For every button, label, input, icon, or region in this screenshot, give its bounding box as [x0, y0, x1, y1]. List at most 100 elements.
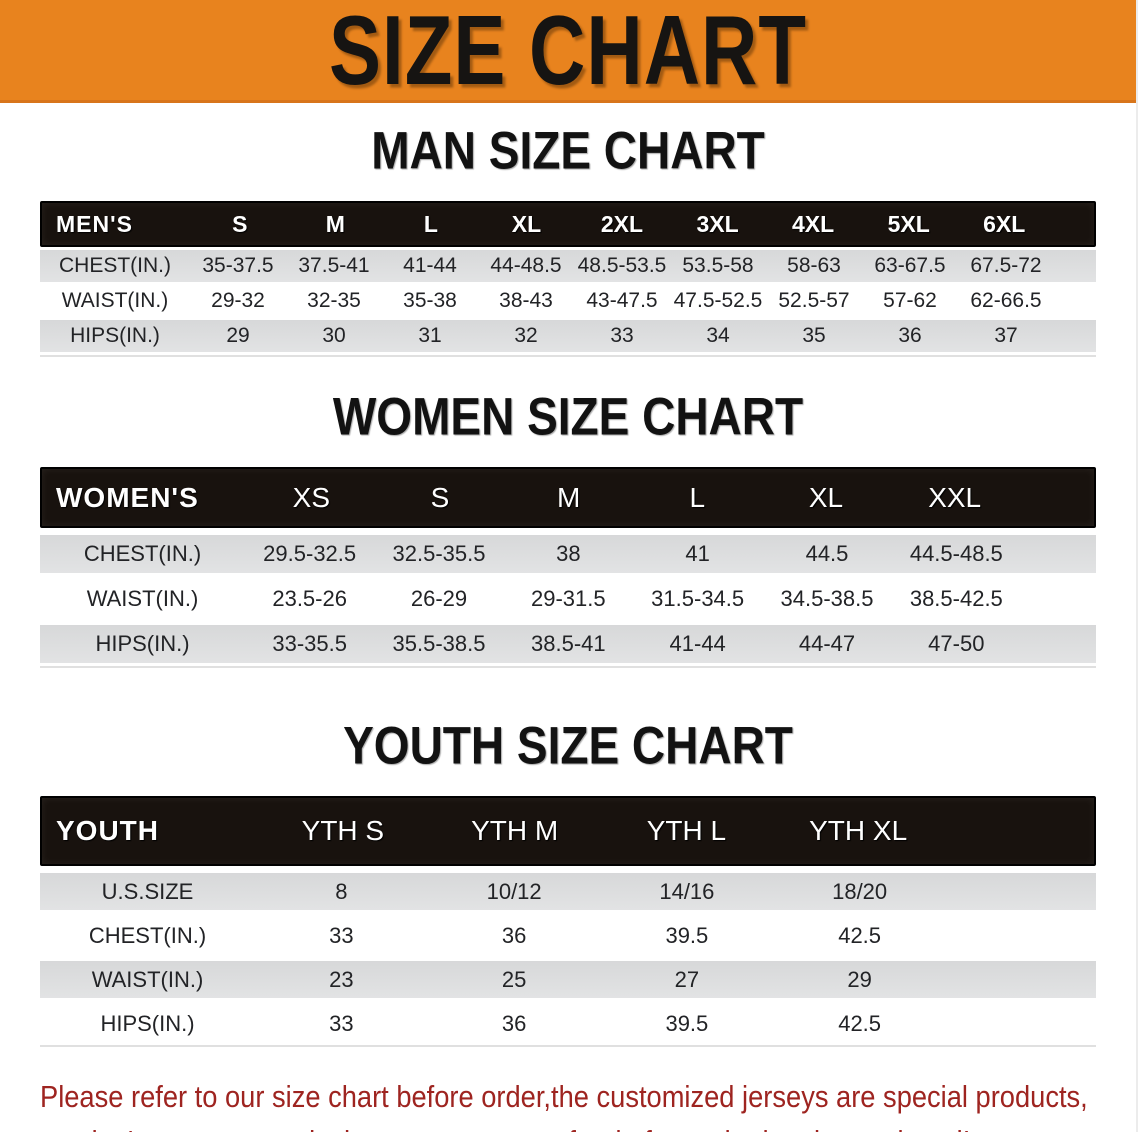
size-value-cell: 62-66.5 [970, 289, 1042, 312]
size-value-cell: 38.5-42.5 [909, 586, 1003, 611]
size-value-cell: 42.5 [838, 1010, 882, 1036]
row-spacer-cell [946, 979, 1096, 980]
header-spacer-cell [1019, 497, 1094, 498]
header-spacer-cell [944, 831, 1094, 832]
size-value-cell: 41 [685, 541, 710, 566]
size-value-cell: 47-50 [928, 631, 985, 656]
size-column-header: 2XL [600, 210, 644, 237]
table-row: HIPS(IN.) 29 30 31 32 33 34 35 36 37 [40, 320, 1096, 352]
size-column-header: YTH XL [809, 815, 908, 846]
size-value-cell: 34.5-38.5 [780, 586, 874, 611]
size-value-cell: 23.5-26 [272, 586, 347, 611]
row-spacer-cell [946, 935, 1096, 936]
table-row: CHEST(IN.) 35-37.5 37.5-41 41-44 44-48.5 48.5… [40, 250, 1096, 282]
size-value-cell: 29-31.5 [531, 586, 606, 611]
women-size-table: WOMEN'S XS S M L XL XXL CHEST(IN.) 29.5-32.5 32.5… [40, 467, 1096, 668]
size-value-cell: 34 [706, 324, 730, 347]
size-value-cell: 29.5-32.5 [263, 541, 357, 566]
table-title-cell: MEN'S [56, 210, 133, 237]
size-value-cell: 33-35.5 [272, 631, 347, 656]
size-value-cell: 29 [226, 324, 250, 347]
size-value-cell: 43-47.5 [586, 289, 658, 312]
row-label: U.S.SIZE [101, 878, 194, 904]
row-label: HIPS(IN.) [95, 631, 190, 656]
row-spacer-cell [1021, 644, 1096, 645]
size-value-cell: 29 [847, 966, 872, 992]
men-section: MAN SIZE CHART MEN'S S M L XL 2XL 3XL 4XL 5XL 6XL… [0, 103, 1136, 357]
banner: SIZE CHART [0, 0, 1136, 105]
page-title: SIZE CHART [329, 0, 807, 105]
size-value-cell: 38 [556, 541, 581, 566]
size-value-cell: 48.5-53.5 [577, 254, 667, 277]
table-row: WAIST(IN.) 23 25 27 29 [40, 961, 1096, 998]
size-column-header: M [325, 210, 345, 237]
size-value-cell: 33 [329, 922, 354, 948]
size-value-cell: 8 [335, 878, 348, 904]
header-spacer-cell [1052, 224, 1094, 225]
size-value-cell: 36 [501, 1010, 527, 1036]
table-row: WAIST(IN.) 29-32 32-35 35-38 38-43 43-47.5 47.… [40, 285, 1096, 317]
size-column-header: L [423, 210, 438, 237]
table-row: CHEST(IN.) 33 36 39.5 42.5 [40, 917, 1096, 954]
size-value-cell: 63-67.5 [874, 254, 946, 277]
size-column-header: 6XL [983, 210, 1026, 237]
size-value-cell: 31.5-34.5 [651, 586, 745, 611]
size-column-header: XL [808, 481, 844, 513]
size-value-cell: 44.5-48.5 [909, 541, 1003, 566]
size-column-header: S [430, 481, 450, 513]
size-value-cell: 31 [418, 324, 442, 347]
size-value-cell: 25 [501, 966, 527, 992]
size-value-cell: 33 [610, 324, 634, 347]
table-title-cell: YOUTH [56, 815, 159, 846]
size-value-cell: 35.5-38.5 [392, 631, 486, 656]
size-value-cell: 30 [322, 324, 346, 347]
table-title-cell: WOMEN'S [56, 481, 199, 513]
row-spacer-cell [1054, 266, 1096, 267]
row-spacer-cell [1021, 599, 1096, 600]
disclaimer-line-1: Please refer to our size chart before or… [40, 1079, 1088, 1114]
size-column-header: XXL [928, 481, 982, 513]
size-value-cell: 37.5-41 [298, 254, 370, 277]
youth-section: YOUTH SIZE CHART YOUTH YTH S YTH M YTH L YTH… [0, 668, 1136, 1047]
size-value-cell: 27 [674, 966, 700, 992]
row-spacer-cell [946, 1023, 1096, 1024]
youth-section-heading: YOUTH SIZE CHART [343, 715, 793, 775]
size-value-cell: 10/12 [486, 878, 542, 904]
size-value-cell: 38.5-41 [531, 631, 606, 656]
table-row: CHEST(IN.) 29.5-32.5 32.5-35.5 38 41 44.5 44.5… [40, 535, 1096, 573]
table-row: U.S.SIZE 8 10/12 14/16 18/20 [40, 873, 1096, 910]
row-label: WAIST(IN.) [86, 586, 199, 611]
row-label: WAIST(IN.) [91, 966, 204, 992]
size-column-header: 3XL [696, 210, 739, 237]
size-column-header: XS [292, 481, 330, 513]
table-row: HIPS(IN.) 33-35.5 35.5-38.5 38.5-41 41-44 44-… [40, 625, 1096, 663]
size-column-header: 4XL [792, 210, 835, 237]
size-value-cell: 53.5-58 [682, 254, 754, 277]
size-value-cell: 23 [329, 966, 354, 992]
size-column-header: M [557, 481, 581, 513]
table-row: WAIST(IN.) 23.5-26 26-29 29-31.5 31.5-34.5 34… [40, 580, 1096, 618]
men-size-table: MEN'S S M L XL 2XL 3XL 4XL 5XL 6XL CHEST(IN.) 35-37… [40, 201, 1096, 357]
size-value-cell: 42.5 [838, 922, 882, 948]
youth-size-table: YOUTH YTH S YTH M YTH L YTH XL U.S.SIZE 8 10/12… [40, 796, 1096, 1047]
size-column-header: 5XL [887, 210, 930, 237]
row-spacer-cell [946, 891, 1096, 892]
size-column-header: YTH S [301, 815, 385, 846]
size-value-cell: 57-62 [883, 289, 937, 312]
size-value-cell: 32 [514, 324, 538, 347]
row-spacer-cell [1021, 554, 1096, 555]
women-section-heading: WOMEN SIZE CHART [332, 386, 804, 446]
size-value-cell: 18/20 [832, 878, 888, 904]
size-column-header: YTH M [471, 815, 559, 846]
size-column-header: L [689, 481, 706, 513]
size-value-cell: 67.5-72 [970, 254, 1042, 277]
row-label: CHEST(IN.) [59, 254, 171, 277]
disclaimer-line-2: we don't accept cancel, change, teturn o… [40, 1119, 1004, 1132]
table-header-row: WOMEN'S XS S M L XL XXL [40, 467, 1096, 528]
table-header-row: MEN'S S M L XL 2XL 3XL 4XL 5XL 6XL [40, 201, 1096, 247]
size-column-header: XL [511, 210, 542, 237]
size-value-cell: 35-38 [403, 289, 457, 312]
size-value-cell: 41-44 [669, 631, 726, 656]
row-label: CHEST(IN.) [83, 541, 202, 566]
